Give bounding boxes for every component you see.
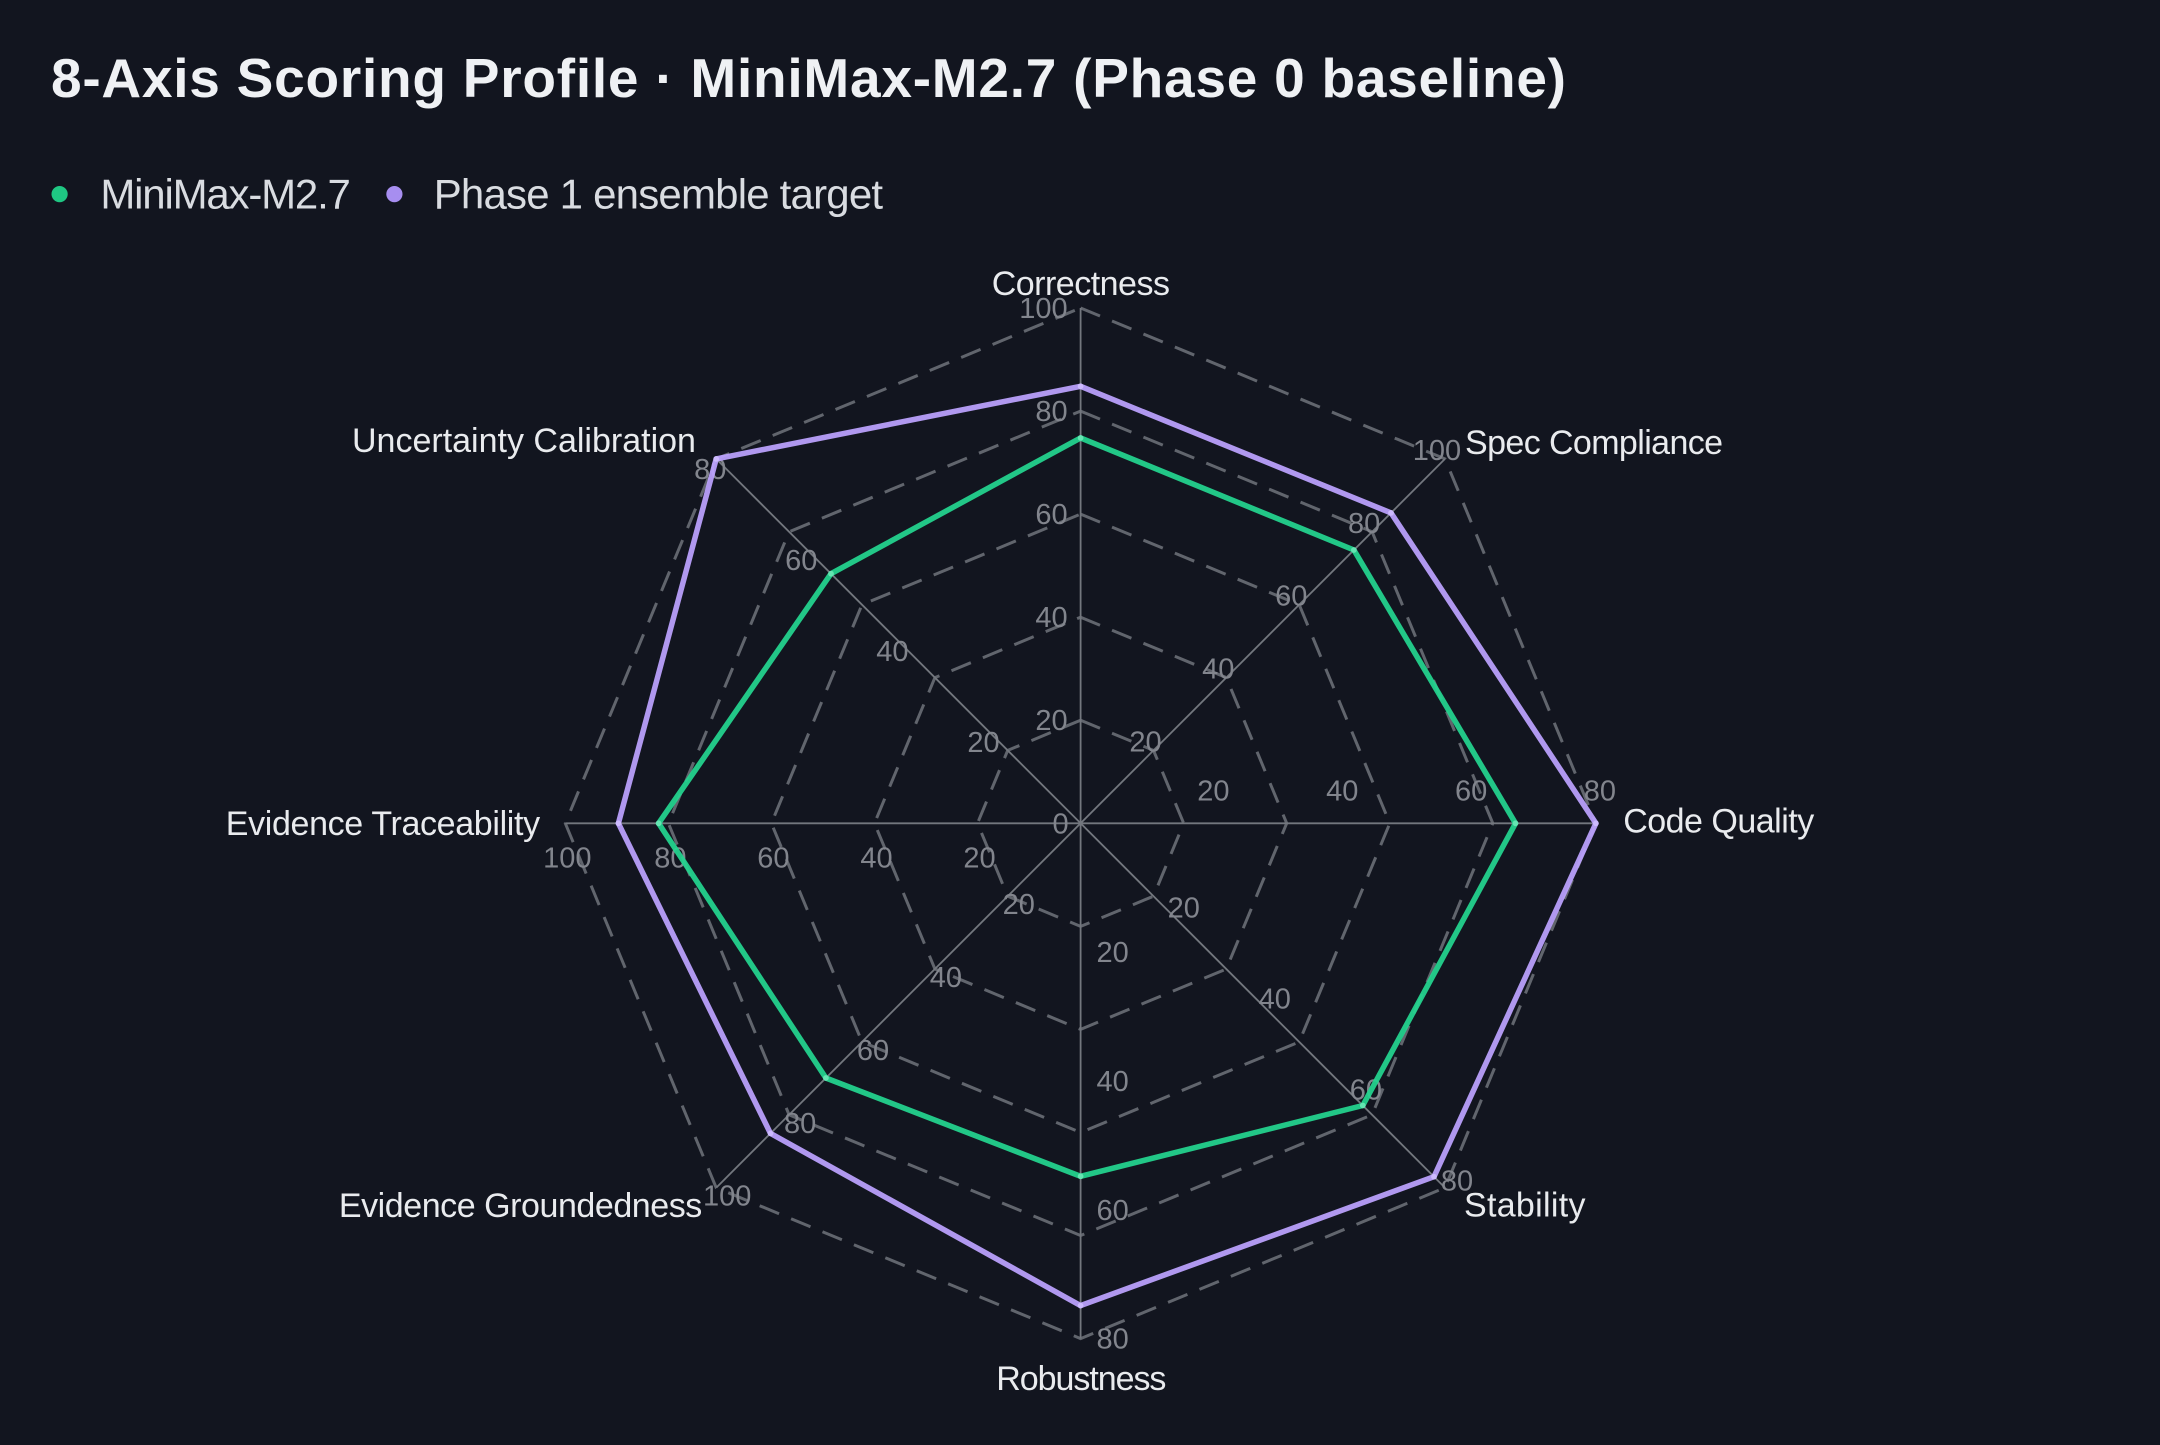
svg-text:100: 100 bbox=[1413, 435, 1461, 467]
svg-text:20: 20 bbox=[1197, 775, 1229, 807]
svg-text:60: 60 bbox=[1035, 499, 1067, 531]
svg-text:Correctness: Correctness bbox=[992, 265, 1170, 303]
svg-text:80: 80 bbox=[1348, 508, 1380, 540]
svg-text:40: 40 bbox=[1326, 775, 1358, 807]
svg-text:60: 60 bbox=[1455, 775, 1487, 807]
svg-text:40: 40 bbox=[1096, 1066, 1128, 1098]
svg-text:MiniMax-M2.7: MiniMax-M2.7 bbox=[100, 170, 349, 217]
svg-text:100: 100 bbox=[1019, 293, 1067, 325]
svg-text:80: 80 bbox=[1035, 396, 1067, 428]
svg-text:60: 60 bbox=[757, 842, 789, 874]
svg-text:8-Axis Scoring Profile · MiniM: 8-Axis Scoring Profile · MiniMax-M2.7 (P… bbox=[51, 47, 1567, 109]
svg-text:Evidence Traceability: Evidence Traceability bbox=[226, 805, 540, 843]
svg-text:40: 40 bbox=[1259, 984, 1291, 1016]
svg-text:Spec Compliance: Spec Compliance bbox=[1465, 424, 1722, 462]
svg-text:40: 40 bbox=[1202, 654, 1234, 686]
svg-text:100: 100 bbox=[543, 842, 591, 874]
svg-text:20: 20 bbox=[1096, 937, 1128, 969]
svg-text:Uncertainty Calibration: Uncertainty Calibration bbox=[352, 422, 696, 460]
svg-text:40: 40 bbox=[1035, 602, 1067, 634]
svg-text:100: 100 bbox=[703, 1181, 751, 1213]
svg-text:60: 60 bbox=[857, 1035, 889, 1067]
svg-text:40: 40 bbox=[876, 636, 908, 668]
svg-text:80: 80 bbox=[1584, 775, 1616, 807]
svg-text:20: 20 bbox=[967, 727, 999, 759]
svg-text:Code Quality: Code Quality bbox=[1623, 803, 1814, 841]
svg-text:60: 60 bbox=[785, 545, 817, 577]
svg-text:Stability: Stability bbox=[1464, 1187, 1586, 1225]
svg-text:80: 80 bbox=[784, 1108, 816, 1140]
svg-text:20: 20 bbox=[1129, 726, 1161, 758]
svg-text:80: 80 bbox=[1096, 1324, 1128, 1356]
svg-text:20: 20 bbox=[1035, 705, 1067, 737]
svg-text:60: 60 bbox=[1275, 581, 1307, 613]
svg-text:0: 0 bbox=[1052, 808, 1068, 840]
svg-text:40: 40 bbox=[930, 962, 962, 994]
svg-text:20: 20 bbox=[1168, 892, 1200, 924]
svg-text:20: 20 bbox=[963, 842, 995, 874]
svg-text:60: 60 bbox=[1096, 1195, 1128, 1227]
svg-text:Evidence Groundedness: Evidence Groundedness bbox=[339, 1187, 702, 1225]
svg-text:20: 20 bbox=[1003, 889, 1035, 921]
svg-text:40: 40 bbox=[860, 842, 892, 874]
svg-text:Phase 1 ensemble target: Phase 1 ensemble target bbox=[434, 170, 884, 217]
svg-text:80: 80 bbox=[1441, 1166, 1473, 1198]
svg-text:Robustness: Robustness bbox=[996, 1360, 1165, 1398]
